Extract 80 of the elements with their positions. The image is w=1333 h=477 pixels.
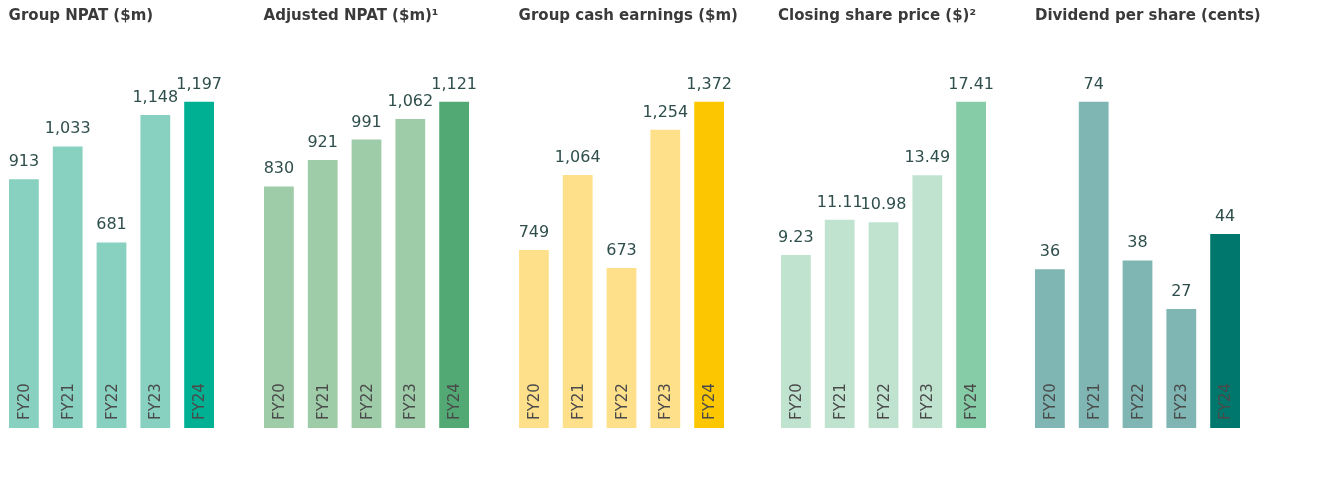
x-tick-label: FY22 <box>357 383 376 420</box>
bar <box>1166 308 1197 428</box>
data-label: 1,033 <box>44 118 91 138</box>
bar <box>562 174 593 428</box>
x-tick-label: FY22 <box>1128 383 1147 420</box>
x-tick-label: FY22 <box>102 383 121 420</box>
bar <box>1035 269 1065 428</box>
data-label: 1,121 <box>431 73 478 93</box>
x-tick-label: FY21 <box>830 383 849 420</box>
data-label: 11.11 <box>816 191 863 211</box>
data-label: 1,148 <box>132 87 179 107</box>
x-tick-label: FY23 <box>656 383 675 420</box>
data-label: 17.41 <box>948 73 995 93</box>
x-tick-label: FY20 <box>1040 383 1059 420</box>
bar <box>264 186 294 428</box>
x-tick-label: FY20 <box>524 383 543 420</box>
bar <box>439 101 469 428</box>
data-label: 749 <box>518 221 550 241</box>
bar <box>52 146 83 428</box>
bar <box>606 267 637 428</box>
data-label: 44 <box>1214 206 1236 225</box>
bar <box>351 139 382 428</box>
bar <box>650 129 681 428</box>
data-label: 991 <box>351 111 382 131</box>
data-label: 74 <box>1083 73 1104 93</box>
bar <box>781 255 811 428</box>
bar <box>1078 101 1109 428</box>
bar <box>519 249 549 428</box>
x-tick-label: FY21 <box>568 383 587 420</box>
data-label: 1,064 <box>554 146 601 166</box>
x-tick-label: FY21 <box>1084 383 1103 420</box>
bar <box>1210 234 1240 428</box>
x-tick-label: FY20 <box>269 383 288 420</box>
bar <box>184 101 214 428</box>
chart-title: Adjusted NPAT ($m)¹ <box>263 6 439 24</box>
x-tick-label: FY23 <box>1172 383 1191 420</box>
bar <box>307 159 338 428</box>
x-tick-label: FY20 <box>14 383 33 420</box>
x-tick-label: FY24 <box>962 383 981 420</box>
bar <box>9 179 39 428</box>
chart-title: Group NPAT ($m) <box>8 6 154 24</box>
x-tick-label: FY23 <box>401 383 420 420</box>
data-label: 36 <box>1039 241 1061 261</box>
data-label: 1,254 <box>642 101 689 121</box>
x-tick-label: FY21 <box>313 383 332 420</box>
data-label: 921 <box>307 131 338 151</box>
x-tick-label: FY24 <box>1216 383 1235 420</box>
data-label: 1,197 <box>176 73 223 93</box>
data-label: 913 <box>8 151 40 171</box>
x-tick-label: FY21 <box>58 383 77 420</box>
bar <box>140 115 171 428</box>
bar <box>395 118 426 428</box>
x-tick-label: FY23 <box>918 383 937 420</box>
x-tick-label: FY24 <box>700 383 719 420</box>
data-label: 1,372 <box>686 73 733 93</box>
bar <box>1122 260 1153 428</box>
bar <box>96 242 127 428</box>
data-label: 9.23 <box>778 227 814 247</box>
data-label: 27 <box>1171 280 1192 300</box>
x-tick-label: FY20 <box>786 383 805 420</box>
x-tick-label: FY22 <box>874 383 893 420</box>
data-label: 13.49 <box>904 147 951 167</box>
bar <box>956 101 986 428</box>
x-tick-label: FY24 <box>445 383 464 420</box>
data-label: 10.98 <box>860 194 907 214</box>
bar <box>824 219 855 428</box>
x-tick-label: FY23 <box>146 383 165 420</box>
chart-title: Group cash earnings ($m) <box>518 6 738 24</box>
x-tick-label: FY24 <box>190 383 209 420</box>
data-label: 681 <box>96 214 127 234</box>
bar <box>912 175 943 428</box>
x-tick-label: FY22 <box>612 383 631 420</box>
bar <box>868 222 899 428</box>
chart-title: Dividend per share (cents) <box>1035 6 1261 24</box>
chart-title: Closing share price ($)² <box>778 6 977 24</box>
data-label: 38 <box>1127 232 1148 252</box>
data-label: 830 <box>263 158 295 178</box>
data-label: 1,062 <box>387 90 434 110</box>
data-label: 673 <box>606 239 637 259</box>
bar <box>694 101 724 428</box>
